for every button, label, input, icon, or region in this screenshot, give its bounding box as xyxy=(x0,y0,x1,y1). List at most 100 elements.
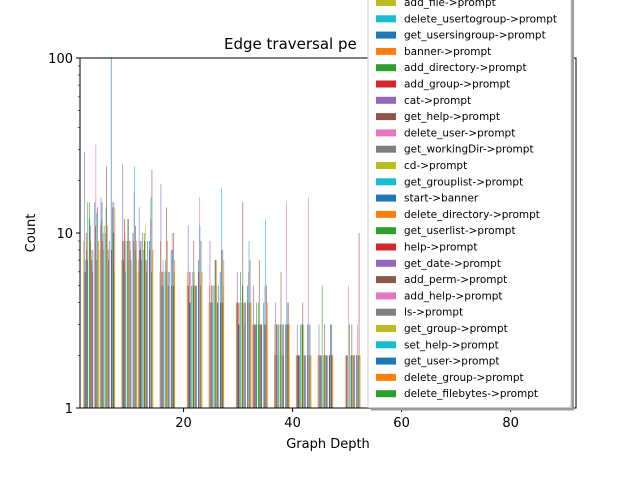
bar xyxy=(325,355,326,408)
bar xyxy=(106,166,107,408)
bar xyxy=(167,271,169,408)
bar xyxy=(214,260,216,408)
bar xyxy=(301,324,303,408)
bar xyxy=(96,213,97,408)
bar xyxy=(188,302,190,408)
bar xyxy=(187,225,189,408)
bar xyxy=(261,324,262,408)
bar xyxy=(351,355,352,408)
bar xyxy=(199,225,201,408)
bar xyxy=(114,207,116,408)
bar xyxy=(309,324,311,408)
bar xyxy=(134,249,136,408)
legend-swatch xyxy=(376,373,396,381)
bar xyxy=(137,271,139,408)
bar xyxy=(201,271,203,408)
bar xyxy=(214,285,215,408)
bar xyxy=(88,219,90,408)
legend-label: cd->prompt xyxy=(404,160,467,172)
bar xyxy=(266,324,268,408)
legend: add_file->prompt delete_usertogroup->prom… xyxy=(367,0,574,411)
bar xyxy=(286,302,288,408)
bar xyxy=(97,207,98,408)
bar xyxy=(308,197,309,408)
bar xyxy=(252,324,254,408)
bar xyxy=(128,260,130,408)
bar xyxy=(264,324,265,408)
legend-label: get_user->prompt xyxy=(404,356,500,368)
bar xyxy=(194,271,195,408)
bar xyxy=(260,324,262,408)
bar xyxy=(167,241,168,408)
bar xyxy=(195,285,197,408)
legend-swatch xyxy=(376,96,396,104)
bar xyxy=(259,324,261,408)
legend-swatch xyxy=(376,243,396,251)
bar xyxy=(170,249,172,408)
bar xyxy=(188,285,189,408)
bar xyxy=(194,285,196,408)
bar xyxy=(84,152,85,408)
bar xyxy=(171,285,172,408)
bar xyxy=(344,355,346,408)
bar xyxy=(280,324,281,408)
bar xyxy=(217,302,218,408)
bar xyxy=(192,271,194,408)
bar xyxy=(193,241,195,408)
bar xyxy=(308,324,310,408)
bar xyxy=(144,225,146,408)
bar xyxy=(151,271,152,408)
bar xyxy=(351,324,353,408)
bar xyxy=(134,166,135,408)
legend-swatch xyxy=(376,194,396,202)
bar xyxy=(111,249,112,408)
legend-swatch xyxy=(376,341,396,349)
bar xyxy=(239,324,241,408)
bar xyxy=(329,324,331,408)
bar xyxy=(330,355,332,408)
bar xyxy=(162,271,163,408)
bar xyxy=(219,271,221,408)
bar xyxy=(192,285,194,408)
bar xyxy=(87,202,89,408)
bar xyxy=(243,302,245,408)
bar xyxy=(279,324,281,408)
bar xyxy=(100,197,102,408)
bar xyxy=(150,219,151,408)
bar xyxy=(101,219,102,408)
bar xyxy=(132,233,134,408)
legend-swatch xyxy=(376,227,396,235)
bar xyxy=(112,207,114,408)
bar xyxy=(198,260,199,408)
bar xyxy=(286,202,287,408)
bar xyxy=(243,302,244,408)
bar xyxy=(112,233,114,408)
bar xyxy=(146,271,148,408)
y-tick-label: 10 xyxy=(56,227,73,242)
bar xyxy=(300,324,301,408)
legend-swatch xyxy=(376,292,396,300)
bar xyxy=(223,260,225,408)
legend-label: add_group->prompt xyxy=(404,79,510,91)
bar xyxy=(332,355,333,408)
bar xyxy=(282,355,284,408)
bar xyxy=(151,169,153,408)
bar xyxy=(281,324,282,408)
legend-swatch xyxy=(376,178,396,186)
bar xyxy=(254,324,255,408)
bar xyxy=(350,355,352,408)
bar xyxy=(255,324,256,408)
bar xyxy=(239,302,240,408)
bar xyxy=(304,355,306,408)
bar xyxy=(92,271,93,408)
legend-label: get_help->prompt xyxy=(404,111,500,123)
bar xyxy=(106,249,108,408)
bar xyxy=(354,355,355,408)
bar xyxy=(304,355,305,408)
bar xyxy=(352,355,354,408)
legend-label: cat->prompt xyxy=(404,95,471,107)
bar xyxy=(325,355,327,408)
bar xyxy=(210,302,211,408)
bar xyxy=(254,324,256,408)
bar xyxy=(310,355,311,408)
